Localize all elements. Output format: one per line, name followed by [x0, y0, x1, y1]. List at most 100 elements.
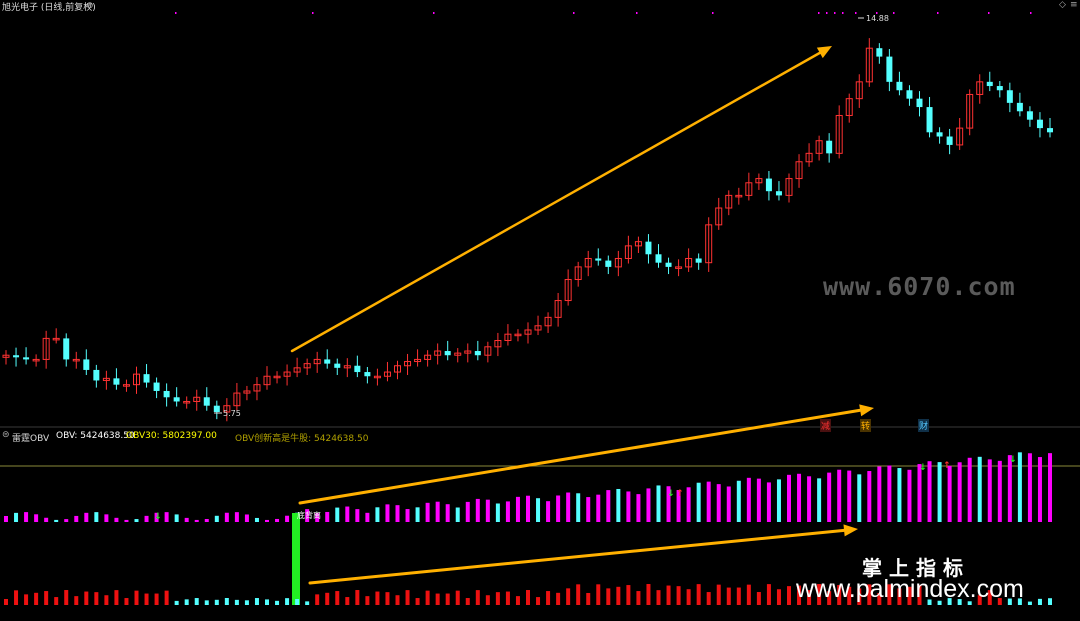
menu-lines-icon[interactable]: ≡ [1070, 0, 1078, 10]
volume-bar-96 [967, 601, 972, 605]
obv-bar-81 [817, 478, 822, 522]
candle-body-74 [745, 182, 753, 196]
obv-bar-100 [1007, 455, 1012, 522]
obv-bar-59 [596, 494, 601, 522]
candle-body-62 [624, 245, 632, 259]
candle-body-92 [926, 107, 933, 133]
volume-bar-68 [686, 589, 691, 605]
candle-body-32 [324, 359, 331, 364]
indicator-name[interactable]: 雷霆OBV [12, 434, 50, 444]
candle-body-98 [986, 81, 993, 87]
candle-body-68 [685, 257, 693, 268]
candle-body-70 [705, 224, 713, 264]
event-tag-reduce[interactable]: 减 [820, 419, 832, 432]
candle-body-14 [143, 374, 150, 383]
obv-bar-89 [897, 468, 902, 522]
candle-body-5 [52, 337, 60, 341]
settings-dropdown-icon[interactable]: ⊜ [86, 1, 94, 11]
candle-body-77 [775, 191, 782, 196]
obv-bar-34 [345, 506, 350, 522]
obv-bar-52 [526, 495, 530, 522]
signal-arrow-icon-0: ↓ [154, 512, 162, 522]
obv-bar-44 [445, 504, 450, 522]
obv-bar-35 [355, 509, 360, 522]
top-event-mark-0 [175, 12, 177, 14]
volume-bar-86 [867, 584, 872, 605]
top-event-mark-11 [876, 12, 878, 14]
top-event-mark-14 [988, 12, 990, 14]
obv-bar-80 [807, 476, 812, 522]
obv-bar-53 [536, 498, 541, 522]
candle-body-38 [383, 371, 391, 377]
watermark-palmindex-title: 掌上指标 [862, 556, 970, 580]
candle-body-52 [524, 329, 532, 335]
candle-body-65 [655, 254, 662, 263]
obv-bar-5 [54, 519, 59, 522]
obv-bar-72 [726, 486, 731, 522]
volume-bar-29 [295, 599, 300, 605]
volume-bar-21 [214, 599, 219, 605]
candle-body-18 [183, 400, 191, 404]
obv-bar-73 [736, 480, 741, 522]
obv-bar-48 [485, 499, 490, 522]
obv-value-label: OBV: 5424638.50 [56, 431, 135, 441]
candle-body-75 [755, 178, 763, 184]
signal-text: 底背离 [297, 510, 321, 520]
obv-bar-62 [626, 491, 631, 522]
obv-bar-55 [556, 495, 561, 522]
volume-bar-75 [756, 592, 761, 605]
volume-bar-55 [556, 592, 561, 605]
volume-bar-17 [174, 600, 179, 605]
volume-bar-43 [435, 593, 440, 605]
event-tag-transfer[interactable]: 转 [860, 419, 872, 432]
volume-bar-39 [395, 595, 400, 605]
volume-bar-73 [736, 587, 741, 605]
volume-bar-52 [526, 590, 530, 605]
candle-body-39 [394, 365, 401, 373]
volume-bar-88 [887, 584, 892, 605]
candle-body-48 [484, 346, 492, 356]
obv-bar-22 [224, 512, 229, 522]
obv-bar-23 [234, 512, 239, 522]
volume-bar-89 [897, 588, 902, 605]
watermark-palmindex-url: www.palmindex.com [796, 575, 1024, 603]
volume-bar-48 [485, 595, 490, 605]
volume-bar-67 [676, 586, 681, 605]
volume-bar-70 [706, 592, 711, 605]
obv-bar-97 [977, 456, 982, 522]
panel-menu-icon[interactable]: ⊜ [2, 430, 10, 440]
volume-bar-1 [14, 590, 19, 605]
signal-arrow-icon-1: ↓ [667, 489, 675, 499]
obv-bar-38 [385, 504, 390, 522]
volume-bar-54 [546, 591, 551, 605]
candle-body-3 [32, 358, 40, 362]
diamond-icon[interactable]: ◇ [1059, 0, 1066, 10]
obv-bar-1 [14, 512, 19, 522]
candle-body-103 [1036, 119, 1043, 129]
volume-bar-11 [114, 590, 119, 605]
candle-body-11 [113, 378, 120, 385]
candle-body-94 [946, 136, 953, 145]
volume-bar-91 [917, 585, 922, 605]
candle-body-97 [976, 81, 984, 95]
obv-bar-41 [415, 507, 420, 522]
volume-bar-37 [375, 591, 380, 605]
volume-bar-100 [1007, 598, 1012, 605]
candle-body-28 [283, 371, 291, 377]
candle-body-51 [514, 333, 522, 337]
candle-body-25 [253, 384, 261, 392]
obv-bar-103 [1037, 457, 1042, 522]
obv-bar-32 [325, 511, 330, 522]
candle-body-88 [886, 56, 893, 82]
event-tag-finance[interactable]: 财 [918, 419, 930, 432]
volume-bar-82 [827, 591, 832, 605]
volume-bar-104 [1048, 598, 1052, 605]
candle-body-49 [494, 339, 502, 348]
obv-bar-82 [827, 472, 832, 522]
candle-body-36 [364, 372, 371, 377]
obv-bar-51 [515, 496, 520, 522]
volume-bar-95 [957, 599, 962, 605]
volume-bar-33 [335, 591, 340, 605]
candle-body-26 [263, 375, 271, 386]
